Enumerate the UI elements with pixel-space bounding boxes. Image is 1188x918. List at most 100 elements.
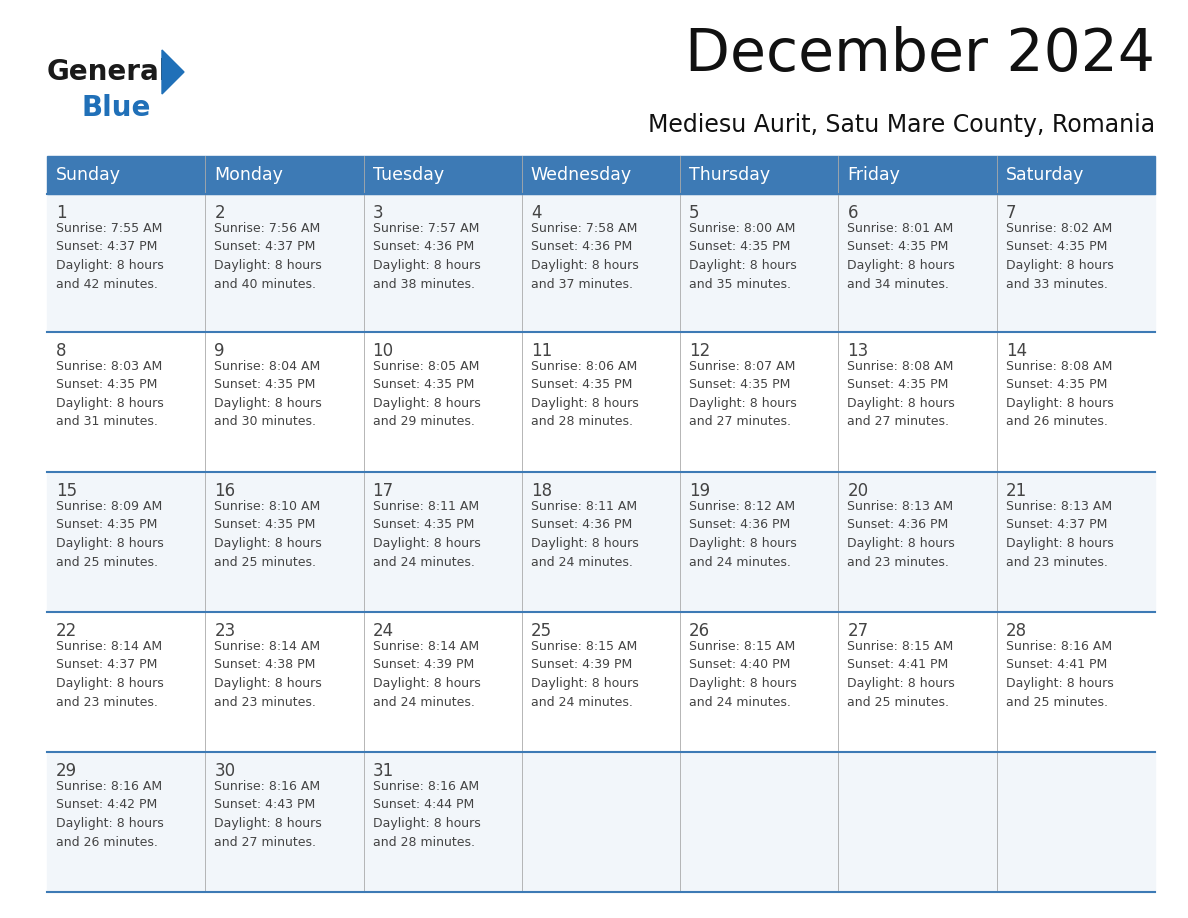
Text: Sunset: 4:42 PM: Sunset: 4:42 PM: [56, 799, 157, 812]
Text: Daylight: 8 hours: Daylight: 8 hours: [531, 677, 639, 690]
Text: and 27 minutes.: and 27 minutes.: [847, 416, 949, 429]
Text: 21: 21: [1006, 482, 1026, 500]
Text: and 28 minutes.: and 28 minutes.: [531, 416, 633, 429]
Text: Sunrise: 8:12 AM: Sunrise: 8:12 AM: [689, 500, 795, 513]
Text: Daylight: 8 hours: Daylight: 8 hours: [214, 537, 322, 550]
Text: Sunset: 4:36 PM: Sunset: 4:36 PM: [689, 519, 790, 532]
Text: 18: 18: [531, 482, 552, 500]
Text: Daylight: 8 hours: Daylight: 8 hours: [689, 397, 797, 410]
Bar: [48, 472, 1155, 612]
Text: and 27 minutes.: and 27 minutes.: [689, 416, 791, 429]
Text: Daylight: 8 hours: Daylight: 8 hours: [1006, 537, 1113, 550]
Text: 8: 8: [56, 342, 67, 360]
Text: Daylight: 8 hours: Daylight: 8 hours: [214, 677, 322, 690]
Text: and 31 minutes.: and 31 minutes.: [56, 416, 158, 429]
Text: Sunset: 4:37 PM: Sunset: 4:37 PM: [1006, 519, 1107, 532]
Text: Daylight: 8 hours: Daylight: 8 hours: [56, 677, 164, 690]
Text: Sunset: 4:35 PM: Sunset: 4:35 PM: [1006, 378, 1107, 391]
Text: Thursday: Thursday: [689, 166, 770, 184]
Text: Sunrise: 8:15 AM: Sunrise: 8:15 AM: [689, 640, 796, 653]
Text: Sunset: 4:41 PM: Sunset: 4:41 PM: [1006, 658, 1107, 671]
Text: and 38 minutes.: and 38 minutes.: [373, 277, 474, 290]
Text: Sunset: 4:35 PM: Sunset: 4:35 PM: [214, 378, 316, 391]
Text: Sunrise: 8:04 AM: Sunrise: 8:04 AM: [214, 360, 321, 373]
Text: Sunrise: 7:55 AM: Sunrise: 7:55 AM: [56, 222, 163, 235]
Text: Daylight: 8 hours: Daylight: 8 hours: [214, 259, 322, 272]
Text: and 23 minutes.: and 23 minutes.: [1006, 555, 1107, 568]
Text: 13: 13: [847, 342, 868, 360]
Text: General: General: [48, 58, 170, 86]
Text: Sunrise: 8:14 AM: Sunrise: 8:14 AM: [214, 640, 321, 653]
Text: Sunrise: 8:16 AM: Sunrise: 8:16 AM: [1006, 640, 1112, 653]
Text: Daylight: 8 hours: Daylight: 8 hours: [1006, 397, 1113, 410]
Text: Mediesu Aurit, Satu Mare County, Romania: Mediesu Aurit, Satu Mare County, Romania: [647, 113, 1155, 137]
Text: Sunrise: 8:09 AM: Sunrise: 8:09 AM: [56, 500, 163, 513]
Text: and 25 minutes.: and 25 minutes.: [1006, 696, 1107, 709]
Text: Sunrise: 8:13 AM: Sunrise: 8:13 AM: [847, 500, 954, 513]
Text: Sunrise: 8:14 AM: Sunrise: 8:14 AM: [373, 640, 479, 653]
Text: and 25 minutes.: and 25 minutes.: [847, 696, 949, 709]
Text: Sunset: 4:40 PM: Sunset: 4:40 PM: [689, 658, 790, 671]
Text: 23: 23: [214, 622, 235, 640]
Text: Sunrise: 8:13 AM: Sunrise: 8:13 AM: [1006, 500, 1112, 513]
Text: Sunrise: 7:56 AM: Sunrise: 7:56 AM: [214, 222, 321, 235]
Bar: [48, 194, 1155, 332]
Text: and 35 minutes.: and 35 minutes.: [689, 277, 791, 290]
Text: 25: 25: [531, 622, 552, 640]
Text: and 33 minutes.: and 33 minutes.: [1006, 277, 1107, 290]
Text: Sunset: 4:36 PM: Sunset: 4:36 PM: [847, 519, 949, 532]
Text: Sunrise: 8:14 AM: Sunrise: 8:14 AM: [56, 640, 162, 653]
Text: 31: 31: [373, 762, 393, 780]
Text: and 24 minutes.: and 24 minutes.: [689, 555, 791, 568]
Text: and 40 minutes.: and 40 minutes.: [214, 277, 316, 290]
Text: Sunset: 4:39 PM: Sunset: 4:39 PM: [531, 658, 632, 671]
Text: Daylight: 8 hours: Daylight: 8 hours: [531, 397, 639, 410]
Text: Daylight: 8 hours: Daylight: 8 hours: [689, 677, 797, 690]
Text: and 23 minutes.: and 23 minutes.: [214, 696, 316, 709]
Text: Sunday: Sunday: [56, 166, 121, 184]
Text: Sunrise: 7:58 AM: Sunrise: 7:58 AM: [531, 222, 637, 235]
Text: 28: 28: [1006, 622, 1026, 640]
Text: Sunrise: 8:16 AM: Sunrise: 8:16 AM: [214, 780, 321, 793]
Bar: [48, 752, 1155, 892]
Text: and 28 minutes.: and 28 minutes.: [373, 835, 474, 848]
Text: Sunrise: 8:08 AM: Sunrise: 8:08 AM: [1006, 360, 1112, 373]
Text: 24: 24: [373, 622, 393, 640]
Text: Daylight: 8 hours: Daylight: 8 hours: [1006, 259, 1113, 272]
Text: Sunrise: 8:07 AM: Sunrise: 8:07 AM: [689, 360, 796, 373]
Text: 30: 30: [214, 762, 235, 780]
Bar: [48, 332, 1155, 472]
Text: Daylight: 8 hours: Daylight: 8 hours: [847, 259, 955, 272]
Text: 9: 9: [214, 342, 225, 360]
Text: Blue: Blue: [82, 94, 151, 122]
Text: and 37 minutes.: and 37 minutes.: [531, 277, 633, 290]
Text: Daylight: 8 hours: Daylight: 8 hours: [214, 817, 322, 830]
Text: Sunset: 4:35 PM: Sunset: 4:35 PM: [373, 519, 474, 532]
Text: 16: 16: [214, 482, 235, 500]
Text: Sunrise: 8:08 AM: Sunrise: 8:08 AM: [847, 360, 954, 373]
Text: Daylight: 8 hours: Daylight: 8 hours: [56, 397, 164, 410]
Text: Daylight: 8 hours: Daylight: 8 hours: [373, 397, 480, 410]
Text: Sunrise: 8:15 AM: Sunrise: 8:15 AM: [847, 640, 954, 653]
Bar: [48, 612, 1155, 752]
Text: and 24 minutes.: and 24 minutes.: [689, 696, 791, 709]
Text: 2: 2: [214, 204, 225, 222]
Text: and 23 minutes.: and 23 minutes.: [847, 555, 949, 568]
Text: Friday: Friday: [847, 166, 901, 184]
Text: Daylight: 8 hours: Daylight: 8 hours: [847, 397, 955, 410]
Text: Sunrise: 8:01 AM: Sunrise: 8:01 AM: [847, 222, 954, 235]
Text: Sunset: 4:35 PM: Sunset: 4:35 PM: [689, 378, 790, 391]
Text: Daylight: 8 hours: Daylight: 8 hours: [373, 537, 480, 550]
Text: Sunset: 4:35 PM: Sunset: 4:35 PM: [689, 241, 790, 253]
Text: Daylight: 8 hours: Daylight: 8 hours: [56, 537, 164, 550]
Text: Daylight: 8 hours: Daylight: 8 hours: [1006, 677, 1113, 690]
Text: Daylight: 8 hours: Daylight: 8 hours: [847, 677, 955, 690]
Text: Sunset: 4:35 PM: Sunset: 4:35 PM: [373, 378, 474, 391]
Text: Sunset: 4:44 PM: Sunset: 4:44 PM: [373, 799, 474, 812]
Text: Sunrise: 8:10 AM: Sunrise: 8:10 AM: [214, 500, 321, 513]
Text: 27: 27: [847, 622, 868, 640]
Text: 1: 1: [56, 204, 67, 222]
Text: 14: 14: [1006, 342, 1026, 360]
Text: Sunset: 4:35 PM: Sunset: 4:35 PM: [1006, 241, 1107, 253]
Text: December 2024: December 2024: [685, 27, 1155, 84]
